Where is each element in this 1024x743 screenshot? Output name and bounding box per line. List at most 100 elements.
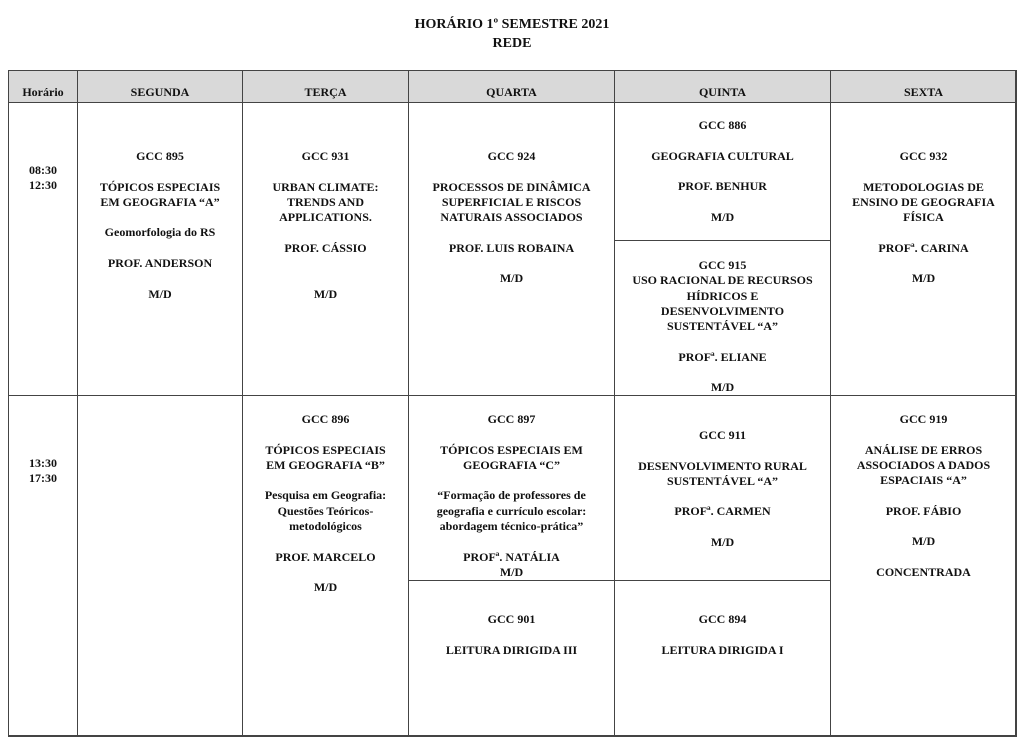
spacer <box>831 550 1016 565</box>
class-cell-qui2a: GCC 911 DESENVOLVIMENTO RURAL SUSTENTÁVEL … <box>614 395 831 581</box>
class-cell-qui2b: GCC 894 LEITURA DIRIGIDA I <box>614 580 831 737</box>
cell-text: LEITURA DIRIGIDA I <box>661 642 784 657</box>
cell-text: M/D <box>911 534 936 549</box>
cell-text: M/D <box>148 286 172 301</box>
class-cell-qui1b: GCC 915 USO RACIONAL DE RECURSOS HÍDRICOS … <box>614 240 831 396</box>
class-cell-qua2a: GCC 897 TÓPICOS ESPECIAIS EM GEOGRAFIA “C”… <box>408 395 615 581</box>
cell-text: M/D <box>710 209 735 224</box>
cell-text: GCC 915 <box>698 258 747 272</box>
spacer <box>831 488 1016 503</box>
cell-text: GCC 911 <box>698 428 746 442</box>
spacer <box>243 225 408 240</box>
spacer <box>831 256 1016 271</box>
cell-text: URBAN CLIMATE: <box>272 179 379 194</box>
header-label: SEGUNDA <box>130 84 190 99</box>
cell-text: ESPACIAIS “A” <box>880 473 967 488</box>
cell-text: 17:30 <box>29 471 57 486</box>
spacer <box>409 473 614 488</box>
cell-text: DESENVOLVIMENTO RURAL <box>638 458 807 473</box>
cell-text: GCC 896 <box>301 412 350 426</box>
cell-text: CONCENTRADA <box>876 564 971 579</box>
header-label: QUINTA <box>698 84 747 99</box>
cell-text: GCC 901 <box>487 612 536 626</box>
class-cell-qua2b: GCC 901 LEITURA DIRIGIDA III <box>408 580 615 737</box>
page-subtitle: REDE <box>492 36 532 51</box>
cell-text: USO RACIONAL DE RECURSOS <box>632 273 813 288</box>
header-quarta: QUARTA <box>408 70 615 103</box>
spacer <box>243 473 408 488</box>
spacer <box>78 271 242 286</box>
spacer <box>78 210 242 225</box>
cell-text: geografia e currículo escolar: <box>436 503 587 518</box>
class-cell-sex2: GCC 919 ANÁLISE DE ERROS ASSOCIADOS A DADO… <box>830 395 1017 737</box>
cell-text: M/D <box>499 271 524 286</box>
spacer <box>615 133 830 148</box>
cell-text: GCC 932 <box>899 149 948 163</box>
cell-text: M/D <box>313 286 338 301</box>
cell-text: GCC 924 <box>487 149 536 163</box>
spacer <box>615 627 830 642</box>
spacer <box>243 534 408 549</box>
cell-text: TÓPICOS ESPECIAIS <box>265 442 386 457</box>
spacer <box>78 164 242 179</box>
cell-text: HÍDRICOS E <box>686 288 759 303</box>
cell-text: GCC 897 <box>487 412 536 426</box>
class-cell-ter2: GCC 896 TÓPICOS ESPECIAIS EM GEOGRAFIA “B”… <box>242 395 409 737</box>
cell-text: NATURAIS ASSOCIADOS <box>440 210 583 225</box>
class-cell-sex1: GCC 932 METODOLOGIAS DE ENSINO DE GEOGRAFI… <box>830 102 1017 396</box>
page-title: HORÁRIO 1º SEMESTRE 2021 <box>414 17 610 32</box>
spacer <box>409 164 614 179</box>
cell-text: PROCESSOS DE DINÂMICA <box>432 179 591 194</box>
cell-text: “Formação de professores de <box>437 488 586 503</box>
cell-text: M/D <box>499 564 524 579</box>
time-slot-morning: 08:30 12:30 <box>8 102 78 396</box>
cell-text: 12:30 <box>29 178 57 193</box>
spacer <box>831 164 1016 179</box>
class-cell-qui1a: GCC 886 GEOGRAFIA CULTURAL PROF. BENHUR M/D <box>614 102 831 241</box>
spacer <box>615 164 830 179</box>
header-quinta: QUINTA <box>614 70 831 103</box>
cell-text: GCC 886 <box>698 118 747 132</box>
spacer <box>409 225 614 240</box>
spacer <box>831 519 1016 534</box>
cell-text: ASSOCIADOS A DADOS <box>856 457 991 472</box>
cell-text: GCC 931 <box>301 149 350 163</box>
spacer <box>831 225 1016 240</box>
cell-text: GCC 895 <box>136 149 184 163</box>
spacer <box>615 520 830 535</box>
spacer <box>243 427 408 442</box>
spacer <box>615 365 830 380</box>
cell-text: PROF. ANDERSON <box>107 256 213 271</box>
cell-text: PROF. CÁSSIO <box>284 240 367 255</box>
cell-text: abordagem técnico-prática” <box>439 519 584 534</box>
cell-text: PROFª. ELIANE <box>678 349 767 364</box>
cell-text: TÓPICOS ESPECIAIS EM <box>440 442 583 457</box>
cell-text: PROF. BENHUR <box>678 179 767 194</box>
spacer <box>243 256 408 271</box>
cell-text: 13:30 <box>29 456 57 470</box>
class-cell-qua1: GCC 924 PROCESSOS DE DINÂMICA SUPERFICIAL … <box>408 102 615 396</box>
cell-text: ANÁLISE DE ERROS <box>864 442 983 457</box>
cell-text: EM GEOGRAFIA “B” <box>266 457 385 472</box>
time-slot-afternoon: 13:30 17:30 <box>8 395 78 737</box>
header-label: SEXTA <box>903 84 944 99</box>
class-cell-ter1: GCC 931 URBAN CLIMATE: TRENDS AND APPLICATI… <box>242 102 409 396</box>
cell-text: Pesquisa em Geografia: <box>264 488 387 503</box>
cell-text: 08:30 <box>29 163 57 177</box>
spacer <box>409 427 614 442</box>
spacer <box>409 534 614 549</box>
cell-text: GCC 919 <box>899 412 948 426</box>
header-label: QUARTA <box>486 84 537 99</box>
cell-text: M/D <box>911 271 936 286</box>
cell-text: FÍSICA <box>903 210 944 225</box>
class-cell-seg1: GCC 895 TÓPICOS ESPECIAIS EM GEOGRAFIA “A”… <box>77 102 243 396</box>
spacer <box>615 194 830 209</box>
spacer <box>243 271 408 286</box>
cell-text: GEOGRAFIA CULTURAL <box>651 148 794 163</box>
cell-text: PROFª. CARMEN <box>674 504 771 519</box>
cell-text: APPLICATIONS. <box>279 210 372 225</box>
class-cell-seg2 <box>77 395 243 737</box>
spacer <box>615 443 830 458</box>
spacer <box>615 489 830 504</box>
spacer <box>409 256 614 271</box>
